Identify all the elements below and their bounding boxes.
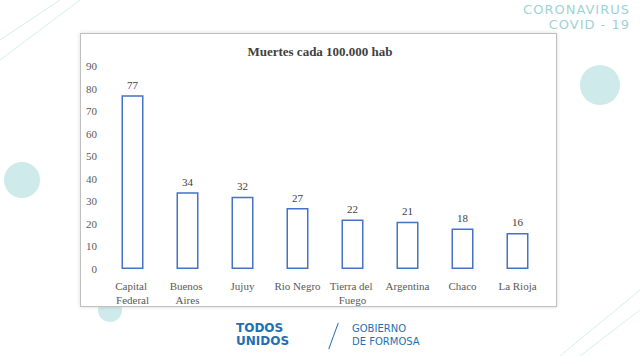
svg-text:34: 34: [182, 176, 194, 188]
svg-text:90: 90: [86, 60, 98, 72]
svg-text:Chaco: Chaco: [448, 280, 477, 292]
html-text:GOBIERNO: GOBIERNO: [352, 323, 407, 334]
svg-text:Aires: Aires: [176, 294, 200, 306]
svg-text:Muertes cada 100.000 hab: Muertes cada 100.000 hab: [247, 44, 392, 59]
svg-text:Federal: Federal: [116, 294, 149, 306]
svg-text:Tierra del: Tierra del: [330, 280, 375, 292]
svg-text:60: 60: [86, 128, 98, 140]
svg-text:La Rioja: La Rioja: [498, 280, 536, 292]
svg-text:77: 77: [127, 79, 139, 91]
svg-text:27: 27: [292, 192, 304, 204]
svg-text:40: 40: [86, 173, 98, 185]
svg-text:20: 20: [86, 218, 98, 230]
svg-text:50: 50: [86, 150, 98, 162]
svg-text:16: 16: [512, 216, 524, 228]
html-text:COVID - 19: COVID - 19: [548, 17, 630, 32]
svg-text:80: 80: [86, 83, 98, 95]
svg-text:Buenos: Buenos: [170, 280, 206, 292]
html-text:CORONAVIRUS: CORONAVIRUS: [523, 2, 630, 17]
svg-text:Argentina: Argentina: [386, 280, 430, 292]
svg-text:30: 30: [86, 195, 98, 207]
html-text:DE FORMOSA: DE FORMOSA: [352, 336, 420, 347]
svg-text:10: 10: [86, 240, 98, 252]
html-text:UNIDOS: UNIDOS: [236, 334, 290, 348]
svg-text:32: 32: [237, 180, 248, 192]
svg-text:22: 22: [347, 203, 358, 215]
svg-text:18: 18: [457, 212, 469, 224]
svg-text:Jujuy: Jujuy: [231, 280, 255, 292]
html-text:TODOS: TODOS: [236, 321, 284, 335]
svg-text:21: 21: [402, 205, 413, 217]
svg-text:0: 0: [92, 263, 98, 275]
svg-text:70: 70: [86, 105, 98, 117]
svg-text:Capital: Capital: [115, 280, 150, 292]
svg-text:Fuego: Fuego: [339, 294, 367, 306]
svg-text:Rio Negro: Rio Negro: [274, 280, 321, 292]
